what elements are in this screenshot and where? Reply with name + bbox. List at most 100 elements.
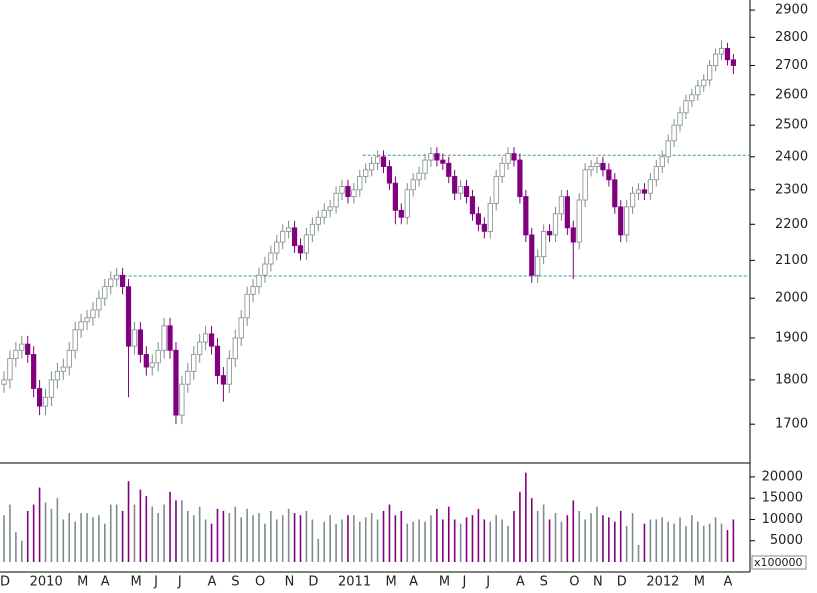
candle-body bbox=[653, 166, 659, 181]
y-tick-label: 2100 bbox=[775, 253, 808, 268]
candle-body bbox=[434, 153, 440, 161]
x-tick-label: M bbox=[439, 575, 450, 590]
x-tick-label: 2011 bbox=[338, 575, 371, 590]
x-tick-label: J bbox=[153, 575, 158, 590]
candle-body bbox=[60, 366, 66, 372]
candle-body bbox=[677, 112, 683, 126]
x-tick-label: D bbox=[0, 575, 10, 590]
x-tick-label: J bbox=[462, 575, 467, 590]
candle-body bbox=[380, 156, 387, 167]
candle-body bbox=[576, 199, 582, 243]
candle-body bbox=[256, 274, 262, 288]
candle-body bbox=[546, 230, 553, 236]
candle-body bbox=[404, 189, 410, 218]
candle-body bbox=[463, 186, 470, 197]
candle-body bbox=[469, 196, 476, 215]
candle-body bbox=[315, 216, 321, 225]
candle-body bbox=[25, 343, 31, 355]
x-tick-label: A bbox=[101, 575, 110, 590]
candle-body bbox=[54, 370, 60, 381]
candle-body bbox=[707, 65, 713, 81]
x-tick-label: A bbox=[409, 575, 418, 590]
candle-body bbox=[31, 354, 37, 389]
y-tick-label: 5000 bbox=[770, 533, 803, 548]
candle-body bbox=[481, 223, 487, 232]
candle-body bbox=[149, 362, 155, 368]
candle-body bbox=[659, 156, 665, 167]
candle-body bbox=[66, 349, 72, 368]
candle-body bbox=[96, 297, 102, 311]
candle-body bbox=[624, 206, 630, 236]
x-tick-label: O bbox=[569, 575, 579, 590]
candle-body bbox=[309, 223, 315, 236]
candle-body bbox=[238, 317, 244, 339]
x-tick-label: S bbox=[540, 575, 548, 590]
x-tick-label: M bbox=[385, 575, 396, 590]
candle-body bbox=[665, 140, 671, 158]
candle-body bbox=[641, 189, 648, 194]
candle-body bbox=[351, 189, 357, 197]
volume-unit-label: x100000 bbox=[754, 556, 803, 569]
candle-body bbox=[185, 370, 191, 385]
candle-body bbox=[297, 245, 304, 254]
y-tick-label: 2900 bbox=[775, 3, 808, 18]
candle-body bbox=[137, 329, 143, 355]
candle-body bbox=[475, 213, 482, 225]
x-tick-label: N bbox=[285, 575, 295, 590]
candle-body bbox=[718, 48, 725, 55]
candle-body bbox=[713, 53, 719, 66]
x-tick-label: A bbox=[208, 575, 217, 590]
y-tick-label: 2800 bbox=[775, 30, 808, 45]
candle-body bbox=[446, 162, 452, 177]
candle-body bbox=[671, 124, 677, 142]
candle-body bbox=[274, 241, 280, 254]
candle-body bbox=[629, 192, 636, 208]
x-tick-label: N bbox=[593, 575, 603, 590]
candle-body bbox=[612, 179, 618, 208]
candle-body bbox=[386, 166, 393, 184]
candle-body bbox=[588, 166, 594, 171]
candle-body bbox=[120, 274, 126, 288]
y-tick-label: 1700 bbox=[775, 417, 808, 432]
candle-body bbox=[606, 169, 612, 181]
y-tick-label: 2600 bbox=[775, 87, 808, 102]
candle-body bbox=[452, 176, 458, 194]
candle-body bbox=[363, 169, 369, 177]
y-tick-label: 10000 bbox=[762, 512, 803, 527]
x-tick-label: 2012 bbox=[646, 575, 679, 590]
candle-body bbox=[683, 100, 689, 114]
candle-body bbox=[244, 293, 250, 319]
candle-body bbox=[333, 192, 339, 208]
candle-body bbox=[392, 182, 398, 211]
candle-body bbox=[203, 333, 209, 343]
candle-body bbox=[90, 309, 96, 319]
candle-body bbox=[125, 286, 132, 347]
y-tick-label: 1800 bbox=[775, 372, 808, 387]
candle-body bbox=[695, 85, 701, 96]
unit-box bbox=[751, 555, 807, 570]
candle-body bbox=[179, 383, 185, 416]
y-tick-label: 2300 bbox=[775, 182, 808, 197]
candle-body bbox=[357, 176, 363, 191]
candle-body bbox=[268, 252, 274, 265]
candle-body bbox=[701, 79, 707, 87]
candle-body bbox=[564, 196, 570, 229]
candle-body bbox=[410, 179, 416, 191]
candle-body bbox=[535, 256, 541, 276]
candle-body bbox=[499, 162, 505, 177]
candle-body bbox=[303, 234, 310, 254]
candle-body bbox=[191, 354, 197, 372]
x-tick-label: M bbox=[130, 575, 141, 590]
y-tick-label: 2000 bbox=[775, 291, 808, 306]
x-tick-label: A bbox=[723, 575, 732, 590]
candle-body bbox=[1, 379, 7, 385]
candle-body bbox=[13, 349, 19, 360]
candle-body bbox=[618, 206, 624, 236]
candle-body bbox=[327, 206, 333, 211]
candle-body bbox=[594, 162, 600, 167]
candle-body bbox=[280, 230, 286, 243]
candle-body bbox=[143, 354, 149, 368]
candle-body bbox=[155, 349, 161, 364]
